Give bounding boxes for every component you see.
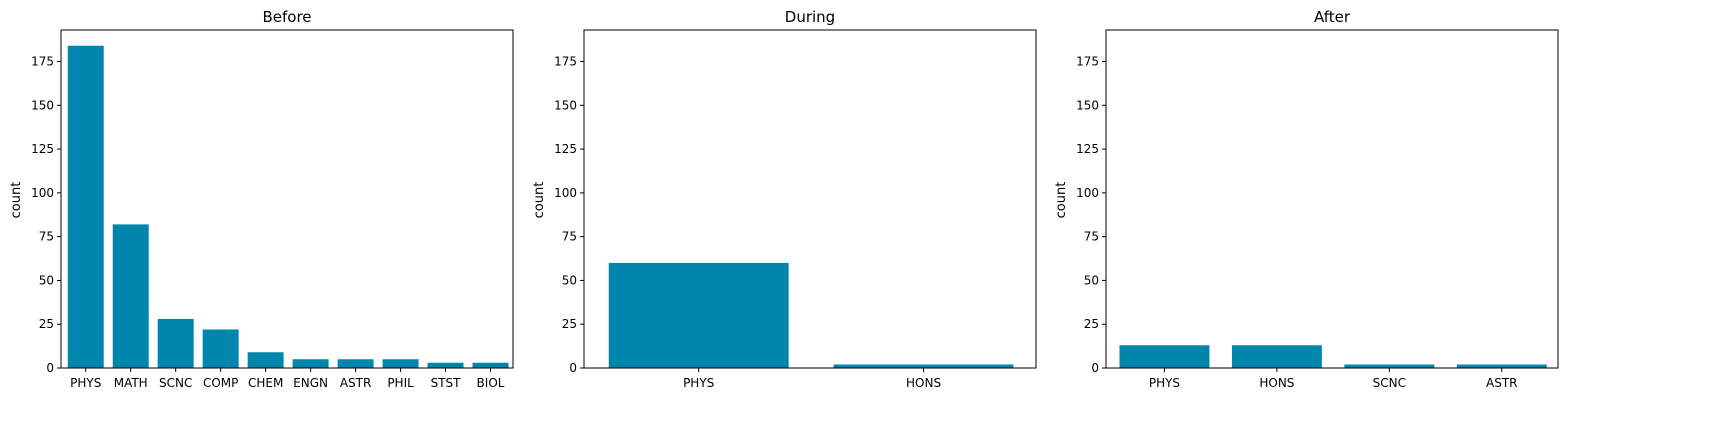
chart-title: Before <box>262 8 311 26</box>
x-tick-label: BIOL <box>477 376 505 390</box>
y-tick-label: 125 <box>554 142 577 156</box>
y-tick-label: 0 <box>46 361 54 375</box>
bars <box>608 262 1014 368</box>
bars <box>67 45 509 368</box>
x-tick-label: ASTR <box>1486 376 1518 390</box>
bar-comp <box>202 329 239 368</box>
bars <box>1119 345 1547 368</box>
bar-hons <box>833 364 1014 368</box>
y-axis-label: count <box>532 182 547 219</box>
y-tick-label: 125 <box>31 142 54 156</box>
bar-phys <box>67 45 104 368</box>
bar-phys <box>1119 345 1210 368</box>
y-tick-label: 100 <box>31 186 54 200</box>
plot-area <box>1105 29 1559 369</box>
y-tick-label: 175 <box>554 55 577 69</box>
panel-during: During count 0 25 50 75 100 125 150 175 PHYS HON… <box>532 8 1037 390</box>
bar-chem <box>247 352 284 368</box>
x-tick-label: COMP <box>203 376 238 390</box>
x-tick-label: PHIL <box>387 376 414 390</box>
x-tick-label: STST <box>431 376 462 390</box>
x-ticks: PHYS HONS <box>683 368 941 390</box>
y-tick-label: 50 <box>562 273 577 287</box>
x-ticks: PHYS MATH SCNC COMP CHEM ENGN ASTR PHIL STST BIOL <box>70 368 505 390</box>
x-tick-label: CHEM <box>248 376 283 390</box>
y-tick-label: 50 <box>39 273 54 287</box>
y-ticks: 0 25 50 75 100 125 150 175 <box>1076 55 1106 375</box>
bar-stst <box>427 362 464 368</box>
bar-astr <box>337 359 374 368</box>
plot-area <box>60 29 514 369</box>
y-ticks: 0 25 50 75 100 125 150 175 <box>31 55 61 375</box>
x-tick-label: SCNC <box>1373 376 1406 390</box>
bar-hons <box>1231 345 1322 368</box>
x-tick-label: PHYS <box>1149 376 1180 390</box>
chart-title: During <box>785 8 835 26</box>
y-axis-label: count <box>1054 182 1069 219</box>
x-tick-label: HONS <box>906 376 941 390</box>
bar-scnc <box>157 318 194 368</box>
bar-engn <box>292 359 329 368</box>
y-tick-label: 25 <box>562 317 577 331</box>
x-tick-label: MATH <box>114 376 148 390</box>
panel-before: Before count 0 25 50 75 100 125 150 175 PHYS MAT… <box>9 8 514 390</box>
bar-math <box>112 224 149 368</box>
x-tick-label: HONS <box>1259 376 1294 390</box>
panel-after: After count 0 25 50 75 100 125 150 175 PHYS HONS… <box>1054 8 1559 390</box>
x-tick-label: PHYS <box>683 376 714 390</box>
y-tick-label: 75 <box>1084 230 1099 244</box>
chart-title: After <box>1314 8 1351 26</box>
x-tick-label: SCNC <box>159 376 192 390</box>
y-tick-label: 150 <box>554 98 577 112</box>
y-tick-label: 125 <box>1076 142 1099 156</box>
y-ticks: 0 25 50 75 100 125 150 175 <box>554 55 584 375</box>
bar-astr <box>1456 364 1547 368</box>
y-tick-label: 100 <box>554 186 577 200</box>
y-axis-label: count <box>9 182 24 219</box>
y-tick-label: 150 <box>1076 98 1099 112</box>
y-tick-label: 75 <box>39 230 54 244</box>
plot-area <box>583 29 1037 369</box>
bar-scnc <box>1344 364 1435 368</box>
x-tick-label: ENGN <box>293 376 328 390</box>
x-ticks: PHYS HONS SCNC ASTR <box>1149 368 1518 390</box>
bar-phil <box>382 359 419 368</box>
bar-biol <box>472 362 509 368</box>
x-tick-label: ASTR <box>340 376 372 390</box>
y-tick-label: 175 <box>31 55 54 69</box>
y-tick-label: 25 <box>1084 317 1099 331</box>
y-tick-label: 0 <box>1091 361 1099 375</box>
y-tick-label: 175 <box>1076 55 1099 69</box>
y-tick-label: 0 <box>569 361 577 375</box>
y-tick-label: 100 <box>1076 186 1099 200</box>
bar-phys <box>608 262 789 368</box>
y-tick-label: 150 <box>31 98 54 112</box>
y-tick-label: 75 <box>562 230 577 244</box>
y-tick-label: 25 <box>39 317 54 331</box>
x-tick-label: PHYS <box>70 376 101 390</box>
y-tick-label: 50 <box>1084 273 1099 287</box>
